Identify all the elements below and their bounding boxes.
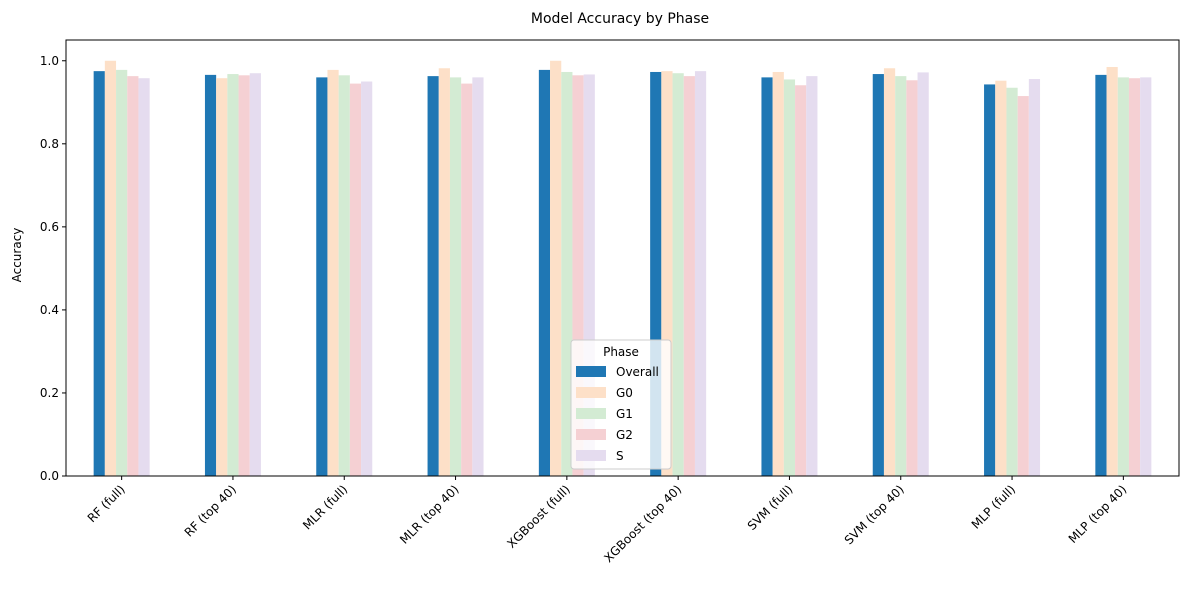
bar-g2-9 (1128, 78, 1141, 476)
legend-swatch-g0 (576, 387, 606, 398)
x-tick-label: XGBoost (full) (504, 482, 573, 551)
bar-overall-4 (538, 69, 551, 476)
legend-label-s: S (616, 449, 624, 463)
x-tick-label: MLR (full) (300, 482, 350, 532)
bar-g1-9 (1117, 77, 1129, 476)
bar-g0-6 (772, 71, 784, 477)
legend-swatch-g2 (576, 429, 606, 440)
bar-g0-5 (661, 71, 673, 477)
y-tick-label: 0.8 (40, 137, 59, 151)
bar-s-8 (1028, 79, 1041, 476)
bar-overall-9 (1095, 74, 1107, 476)
legend-swatch-overall (576, 366, 606, 377)
bar-g2-0 (127, 76, 139, 476)
legend-label-g2: G2 (616, 428, 633, 442)
legend-label-g1: G1 (616, 407, 633, 421)
bar-g0-2 (327, 69, 339, 476)
bar-overall-7 (872, 74, 884, 476)
bar-s-6 (806, 76, 818, 476)
bar-g0-8 (995, 80, 1007, 477)
bar-s-7 (917, 72, 929, 476)
bar-g2-1 (238, 75, 250, 477)
y-tick-label: 0.6 (40, 220, 59, 234)
bar-overall-5 (650, 71, 662, 477)
x-tick-label: RF (top 40) (182, 482, 239, 539)
chart-title: Model Accuracy by Phase (531, 11, 709, 27)
plot-frame (65, 39, 1180, 477)
bar-s-0 (138, 78, 150, 476)
legend-swatch-s (576, 450, 606, 461)
y-axis-label: Accuracy (10, 228, 24, 283)
bar-g2-3 (461, 83, 473, 476)
legend: Phase Overall G0 G1 G2 S (570, 339, 672, 470)
y-tick-label: 0.2 (40, 386, 59, 400)
bar-g2-5 (683, 76, 695, 476)
bar-g2-2 (349, 83, 362, 476)
bar-s-2 (361, 81, 373, 477)
legend-swatch-g1 (576, 408, 606, 419)
bar-g0-4 (550, 60, 562, 477)
bar-s-5 (694, 71, 707, 477)
y-tick-label: 0.4 (40, 303, 59, 317)
bar-g1-1 (227, 74, 239, 476)
legend-label-g0: G0 (616, 386, 633, 400)
bar-g0-3 (438, 68, 450, 476)
bar-g1-2 (338, 75, 350, 477)
bar-g0-7 (883, 68, 896, 476)
bar-overall-2 (316, 77, 328, 476)
bars-group (93, 60, 1152, 477)
bar-s-4 (583, 74, 595, 477)
bar-g2-6 (795, 85, 807, 476)
y-tick-label: 0.0 (40, 469, 59, 483)
bar-g1-4 (561, 71, 573, 477)
bar-s-1 (249, 73, 261, 476)
x-axis: RF (full) RF (top 40) MLR (full) MLR (top 4… (85, 476, 1130, 565)
bar-g1-6 (783, 79, 796, 476)
bar-overall-3 (427, 76, 439, 476)
x-tick-label: SVM (full) (745, 482, 796, 533)
x-tick-label: RF (full) (85, 482, 128, 525)
bar-g1-3 (449, 77, 462, 476)
bar-overall-0 (93, 71, 105, 477)
bar-g1-8 (1006, 87, 1018, 476)
bar-overall-8 (984, 84, 996, 476)
bar-g1-7 (895, 76, 907, 476)
bar-g0-9 (1106, 66, 1118, 476)
legend-title: Phase (603, 345, 639, 359)
bar-g1-0 (116, 69, 128, 476)
x-tick-label: MLR (top 40) (397, 482, 462, 547)
bar-s-3 (472, 77, 484, 476)
bar-g2-4 (572, 75, 584, 477)
x-tick-label: SVM (top 40) (842, 482, 907, 547)
y-axis: 0.0 0.2 0.4 0.6 0.8 1.0 (40, 54, 66, 483)
x-tick-label: MLP (full) (969, 482, 1018, 531)
bar-g2-7 (906, 80, 918, 477)
bar-g1-5 (672, 73, 684, 476)
bar-g0-1 (216, 78, 228, 476)
bar-overall-1 (204, 74, 217, 476)
bar-g0-0 (104, 60, 117, 477)
x-tick-label: MLP (top 40) (1066, 482, 1130, 546)
legend-label-overall: Overall (616, 365, 659, 379)
bar-g2-8 (1017, 96, 1029, 477)
x-tick-label: XGBoost (top 40) (601, 482, 684, 565)
y-tick-label: 1.0 (40, 54, 59, 68)
bar-overall-6 (761, 77, 773, 476)
bar-s-9 (1140, 77, 1152, 476)
